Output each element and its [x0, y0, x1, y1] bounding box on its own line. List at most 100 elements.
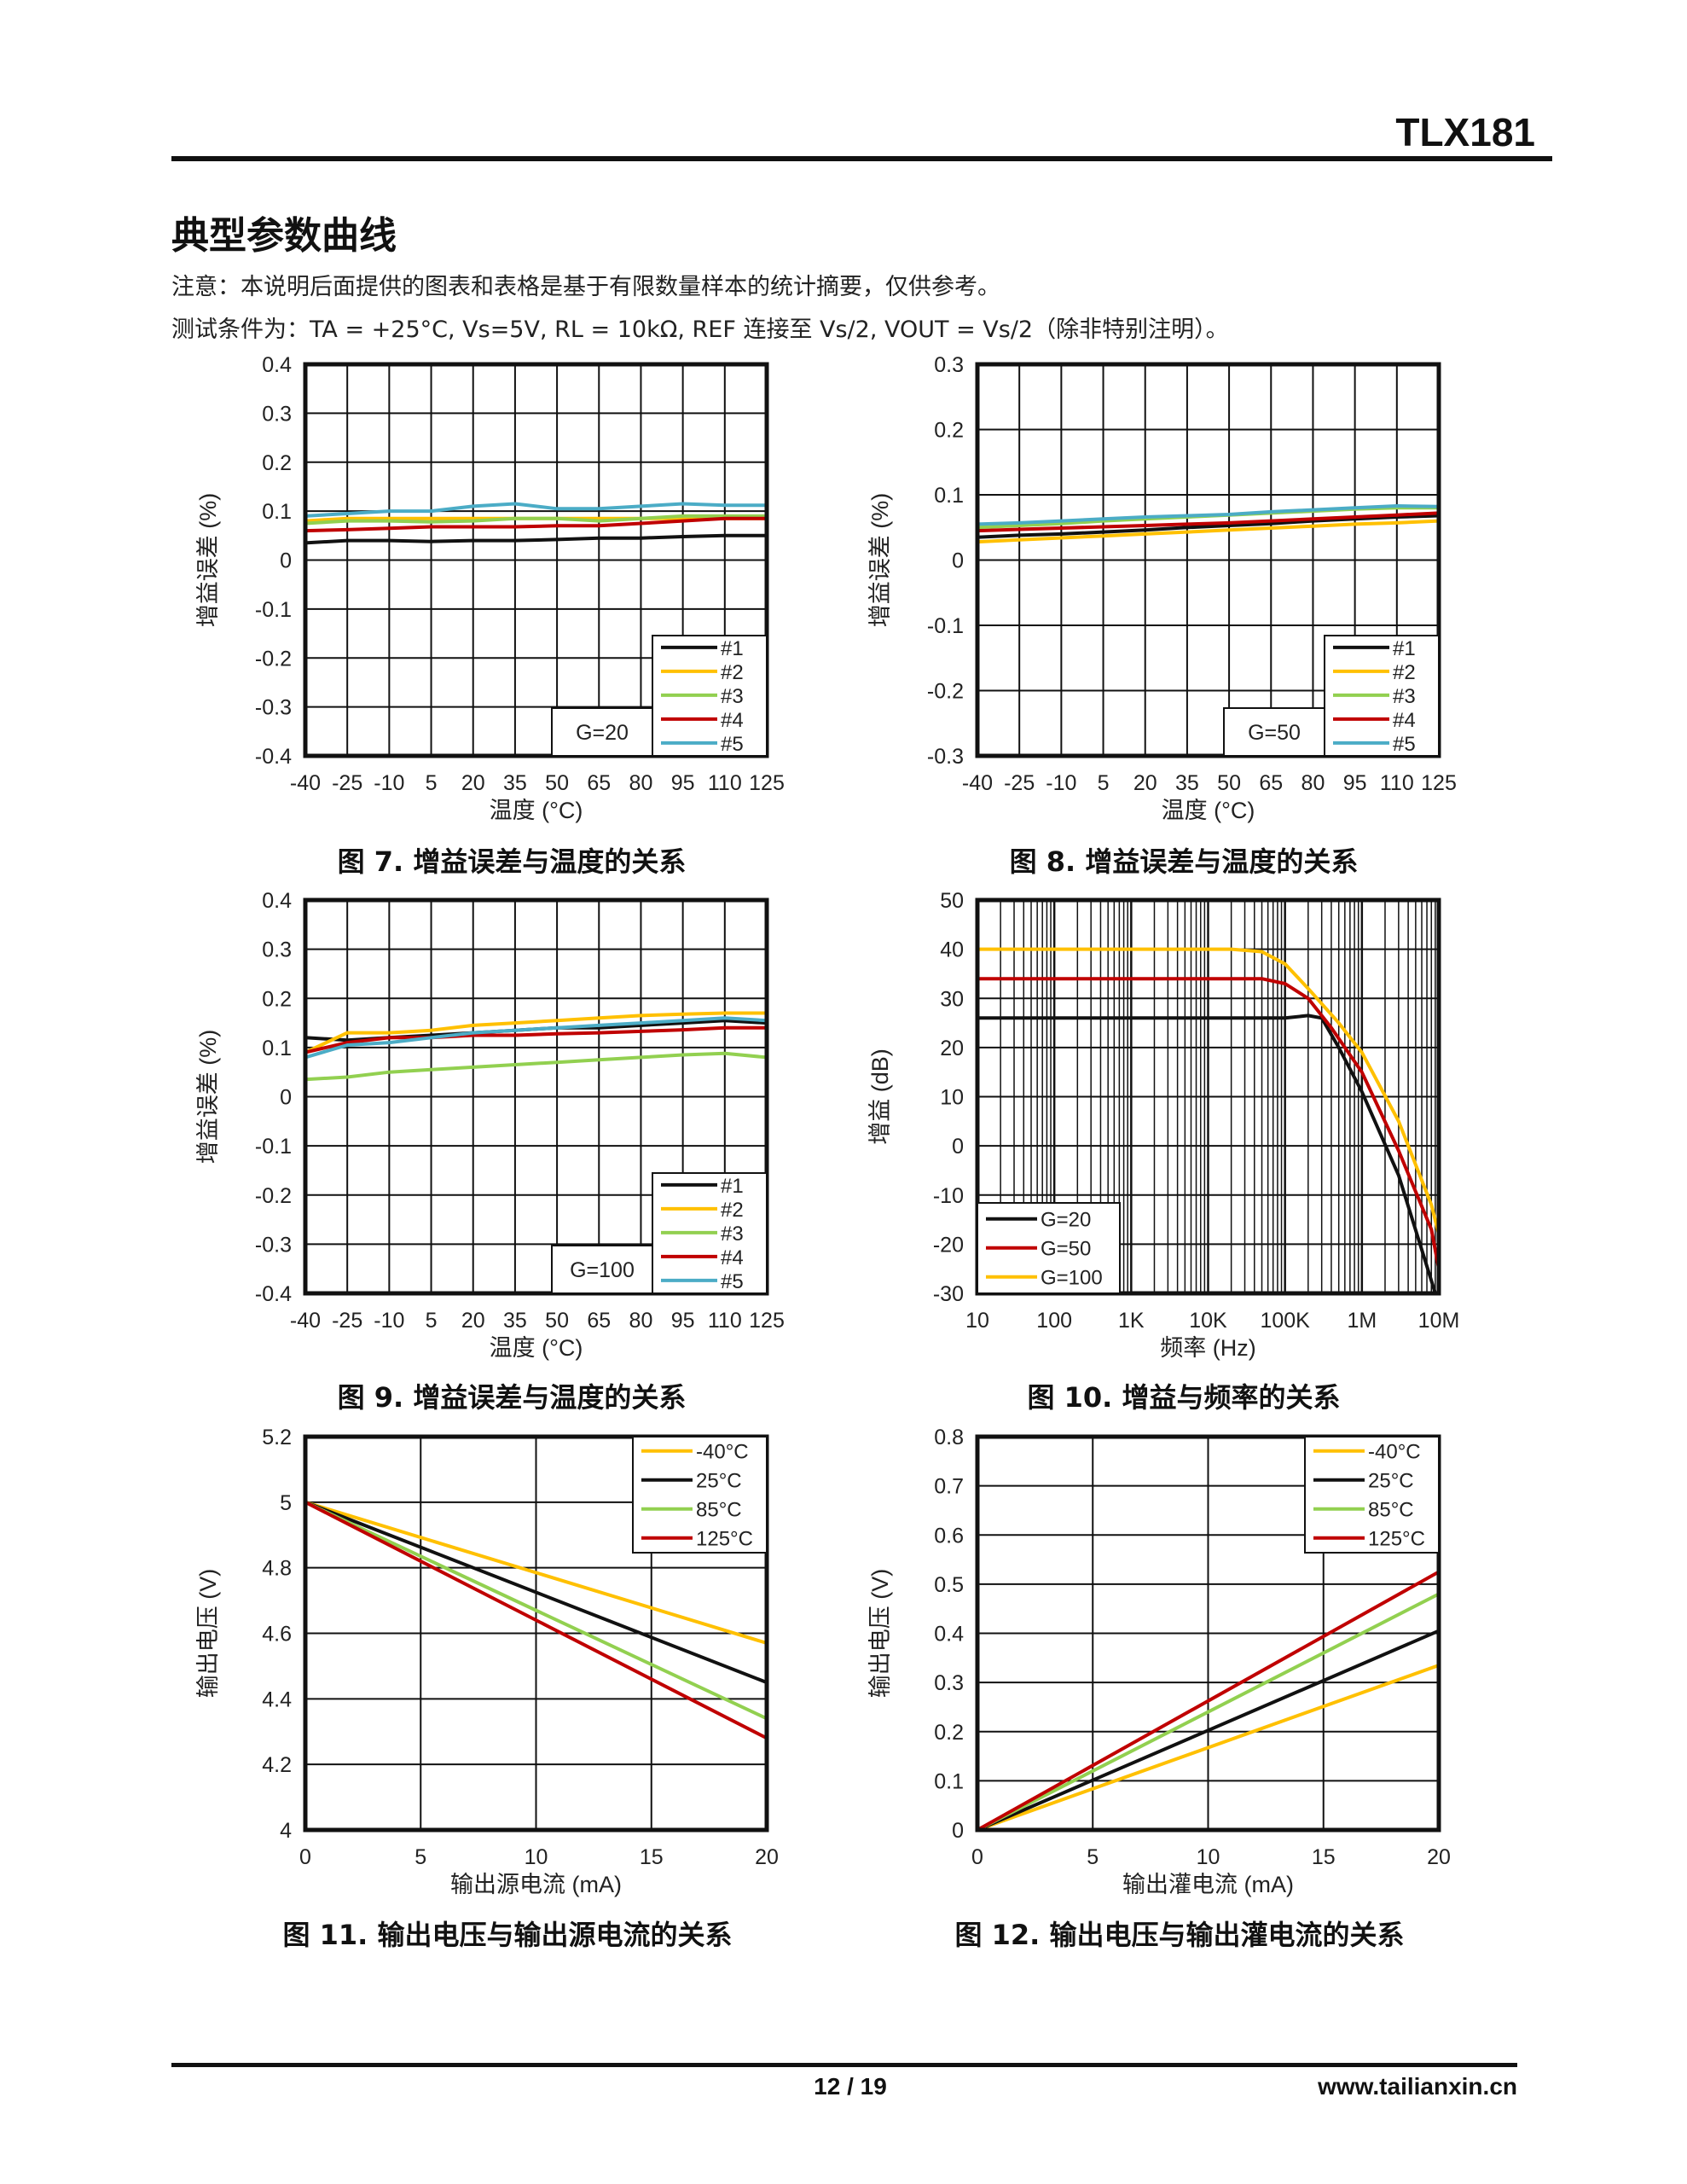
y-axis-label: 输出电压 (V) [867, 1569, 893, 1699]
y-tick-label: 0 [952, 1819, 964, 1843]
y-tick-label: 0.5 [934, 1573, 964, 1597]
legend-label: #2 [721, 1199, 744, 1222]
y-tick-label: 4.2 [262, 1753, 292, 1777]
legend: -40°C 25°C 85°C 125°C [632, 1436, 768, 1554]
x-tick-label: 20 [1427, 1845, 1451, 1869]
figure-caption-8: 图 8. 增益误差与温度的关系 [1009, 845, 1359, 878]
x-tick-label: 0 [971, 1845, 983, 1869]
x-tick-label: -10 [374, 1309, 404, 1333]
y-tick-label: 0.3 [934, 353, 964, 377]
series-line-125C [305, 1501, 767, 1740]
legend-label: 85°C [1368, 1499, 1414, 1522]
series-line-2 [305, 1011, 767, 1054]
y-tick-label: -0.3 [255, 1233, 292, 1257]
x-tick-label: 125 [749, 771, 785, 795]
legend-box [1304, 1436, 1440, 1554]
legend-label: #4 [721, 1246, 744, 1269]
x-tick-label: 110 [708, 1309, 742, 1333]
y-tick-label: 0.6 [934, 1524, 964, 1548]
x-tick-label: 100K [1260, 1309, 1310, 1333]
footer-rule [171, 2063, 1517, 2067]
legend-label: G=20 [1041, 1209, 1091, 1232]
series-line-40C [305, 1500, 767, 1645]
legend-label: #3 [721, 1223, 744, 1246]
legend: #1#2#3#4#5 [652, 635, 768, 757]
legend-label: 125°C [1368, 1528, 1425, 1551]
legend-label: 125°C [696, 1528, 753, 1551]
series-line-85C [305, 1500, 767, 1721]
x-tick-label: -25 [332, 771, 362, 795]
test-conditions: 测试条件为：TA = +25°C, Vs=5V, RL = 10kΩ, REF … [171, 317, 1229, 343]
x-tick-label: 80 [1301, 771, 1325, 795]
page-number: 12 / 19 [814, 2073, 887, 2100]
y-tick-label: 0.7 [934, 1475, 964, 1499]
series-line-5 [305, 502, 767, 518]
y-tick-label: -0.3 [255, 696, 292, 720]
x-tick-label: 5 [426, 1309, 438, 1333]
legend-label: #2 [721, 661, 744, 684]
x-tick-label: 5 [1087, 1845, 1099, 1869]
series-line-1 [305, 533, 767, 545]
legend-label: #5 [1393, 733, 1416, 756]
y-tick-label: 0.2 [262, 987, 292, 1011]
y-tick-label: 4 [280, 1819, 292, 1843]
x-tick-label: 1K [1118, 1309, 1145, 1333]
x-tick-label: 100 [1036, 1309, 1072, 1333]
y-tick-label: 0.1 [934, 484, 964, 508]
legend-box [632, 1436, 768, 1554]
x-tick-label: 95 [671, 771, 695, 795]
gain-annotation-box [551, 707, 653, 757]
legend-label: G=50 [1041, 1238, 1091, 1261]
x-tick-label: -40 [290, 771, 321, 795]
x-tick-label: 80 [629, 1309, 653, 1333]
y-tick-label: 0.3 [262, 402, 292, 426]
legend-label: #1 [721, 1175, 744, 1198]
x-axis-label: 频率 (Hz) [1160, 1335, 1255, 1361]
y-tick-label: 20 [940, 1037, 964, 1060]
x-tick-label: 65 [1259, 771, 1283, 795]
y-tick-label: 0.8 [934, 1426, 964, 1449]
x-tick-label: 50 [545, 771, 569, 795]
y-tick-label: 0.1 [262, 500, 292, 524]
x-tick-label: 20 [461, 1309, 485, 1333]
x-tick-label: 125 [1421, 771, 1457, 795]
chart-8: -40 -25 -10 5 20 35 50 65 80 95 110 125 -0.3 -0.2 -0.1… [867, 353, 1457, 823]
legend: #1#2#3#4#5 [652, 1172, 768, 1294]
y-tick-label: 0.2 [934, 1721, 964, 1745]
y-tick-label: 0.3 [262, 938, 292, 962]
y-tick-label: 0.1 [262, 1037, 292, 1060]
y-tick-label: -0.3 [927, 745, 964, 769]
legend: G=20 G=50 G=100 [977, 1202, 1121, 1294]
website-link[interactable]: www.tailianxin.cn [1318, 2073, 1517, 2100]
x-tick-label: -25 [332, 1309, 362, 1333]
x-tick-label: 10 [965, 1309, 989, 1333]
legend-label: #3 [721, 685, 744, 708]
x-tick-label: 65 [587, 771, 611, 795]
series-line-25C [305, 1500, 767, 1684]
y-tick-label: -0.1 [255, 1135, 292, 1159]
y-tick-label: -0.2 [255, 1184, 292, 1208]
x-tick-label: -40 [290, 1309, 321, 1333]
plot-frame [975, 362, 1441, 758]
y-tick-label: -0.4 [255, 745, 292, 769]
x-tick-label: 5 [1098, 771, 1110, 795]
x-tick-label: 0 [299, 1845, 311, 1869]
y-tick-label: -0.4 [255, 1282, 292, 1306]
legend-label: 25°C [696, 1470, 742, 1493]
gain-annotation: G=100 [570, 1258, 635, 1282]
x-tick-label: 95 [671, 1309, 695, 1333]
y-tick-label: -20 [933, 1233, 964, 1257]
series-line-25C [977, 1629, 1439, 1830]
x-tick-label: 110 [708, 771, 742, 795]
plot-frame [975, 1434, 1441, 1833]
figure-caption-7: 图 7. 增益误差与温度的关系 [337, 845, 687, 878]
x-axis-label: 温度 (°C) [1162, 798, 1255, 823]
x-tick-label: 10M [1418, 1309, 1460, 1333]
gain-annotation-box [1223, 707, 1325, 757]
y-tick-label: 4.8 [262, 1557, 292, 1581]
x-tick-label: -25 [1004, 771, 1035, 795]
x-tick-label: 10K [1189, 1309, 1227, 1333]
gain-annotation: G=50 [1248, 721, 1301, 745]
x-tick-label: 20 [461, 771, 485, 795]
